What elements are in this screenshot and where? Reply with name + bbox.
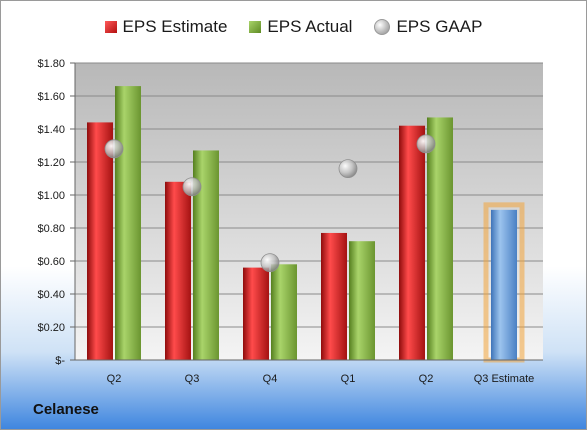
x-tick-label: Q3: [185, 373, 200, 385]
bar-eps-estimate: [243, 267, 269, 360]
bar-eps-actual: [349, 241, 375, 360]
y-tick-label: $0.60: [37, 256, 65, 268]
y-tick-label: $1.60: [37, 91, 65, 103]
y-tick-label: $1.20: [37, 157, 65, 169]
y-tick-label: $1.00: [37, 190, 65, 202]
y-tick-label: $0.20: [37, 322, 65, 334]
bar-eps-actual: [271, 264, 297, 360]
y-tick-label: $1.40: [37, 124, 65, 136]
bar-eps-estimate: [87, 122, 113, 361]
legend-marker-gaap: [374, 19, 391, 35]
legend-label-gaap: EPS GAAP: [396, 17, 483, 36]
point-eps-gaap: [338, 159, 358, 179]
point-eps-gaap: [416, 134, 436, 154]
point-eps-gaap: [260, 253, 280, 273]
legend-label-actual: EPS Actual: [267, 17, 353, 36]
bar-eps-estimate: [165, 181, 191, 360]
bar-eps-estimate: [399, 125, 425, 360]
legend-swatch-estimate: [104, 21, 117, 33]
legend-swatch-actual: [249, 21, 262, 33]
y-tick-label: $1.80: [37, 58, 65, 70]
point-eps-gaap: [182, 177, 202, 197]
x-tick-label: Q4: [263, 373, 278, 385]
legend-item-gaap: EPS GAAP: [374, 17, 482, 37]
legend-item-actual: EPS Actual: [249, 17, 352, 37]
point-eps-gaap: [104, 139, 124, 159]
chart-legend: EPS Estimate EPS Actual EPS GAAP: [1, 17, 586, 37]
bar-eps-actual: [115, 86, 141, 360]
x-tick-label: Q2: [419, 373, 434, 385]
x-tick-label: Q3 Estimate: [474, 373, 535, 385]
y-tick-label: $0.40: [37, 289, 65, 301]
bar-eps-actual: [427, 117, 453, 360]
x-tick-label: Q1: [341, 373, 356, 385]
y-tick-label: $0.80: [37, 223, 65, 235]
legend-item-estimate: EPS Estimate: [104, 17, 228, 37]
y-tick-label: $-: [55, 355, 65, 367]
plot-area: [75, 63, 543, 360]
bar-q3-estimate: [491, 209, 517, 360]
company-name: Celanese: [33, 401, 99, 418]
bar-eps-estimate: [321, 232, 347, 360]
x-tick-label: Q2: [107, 373, 122, 385]
legend-label-estimate: EPS Estimate: [122, 17, 228, 36]
